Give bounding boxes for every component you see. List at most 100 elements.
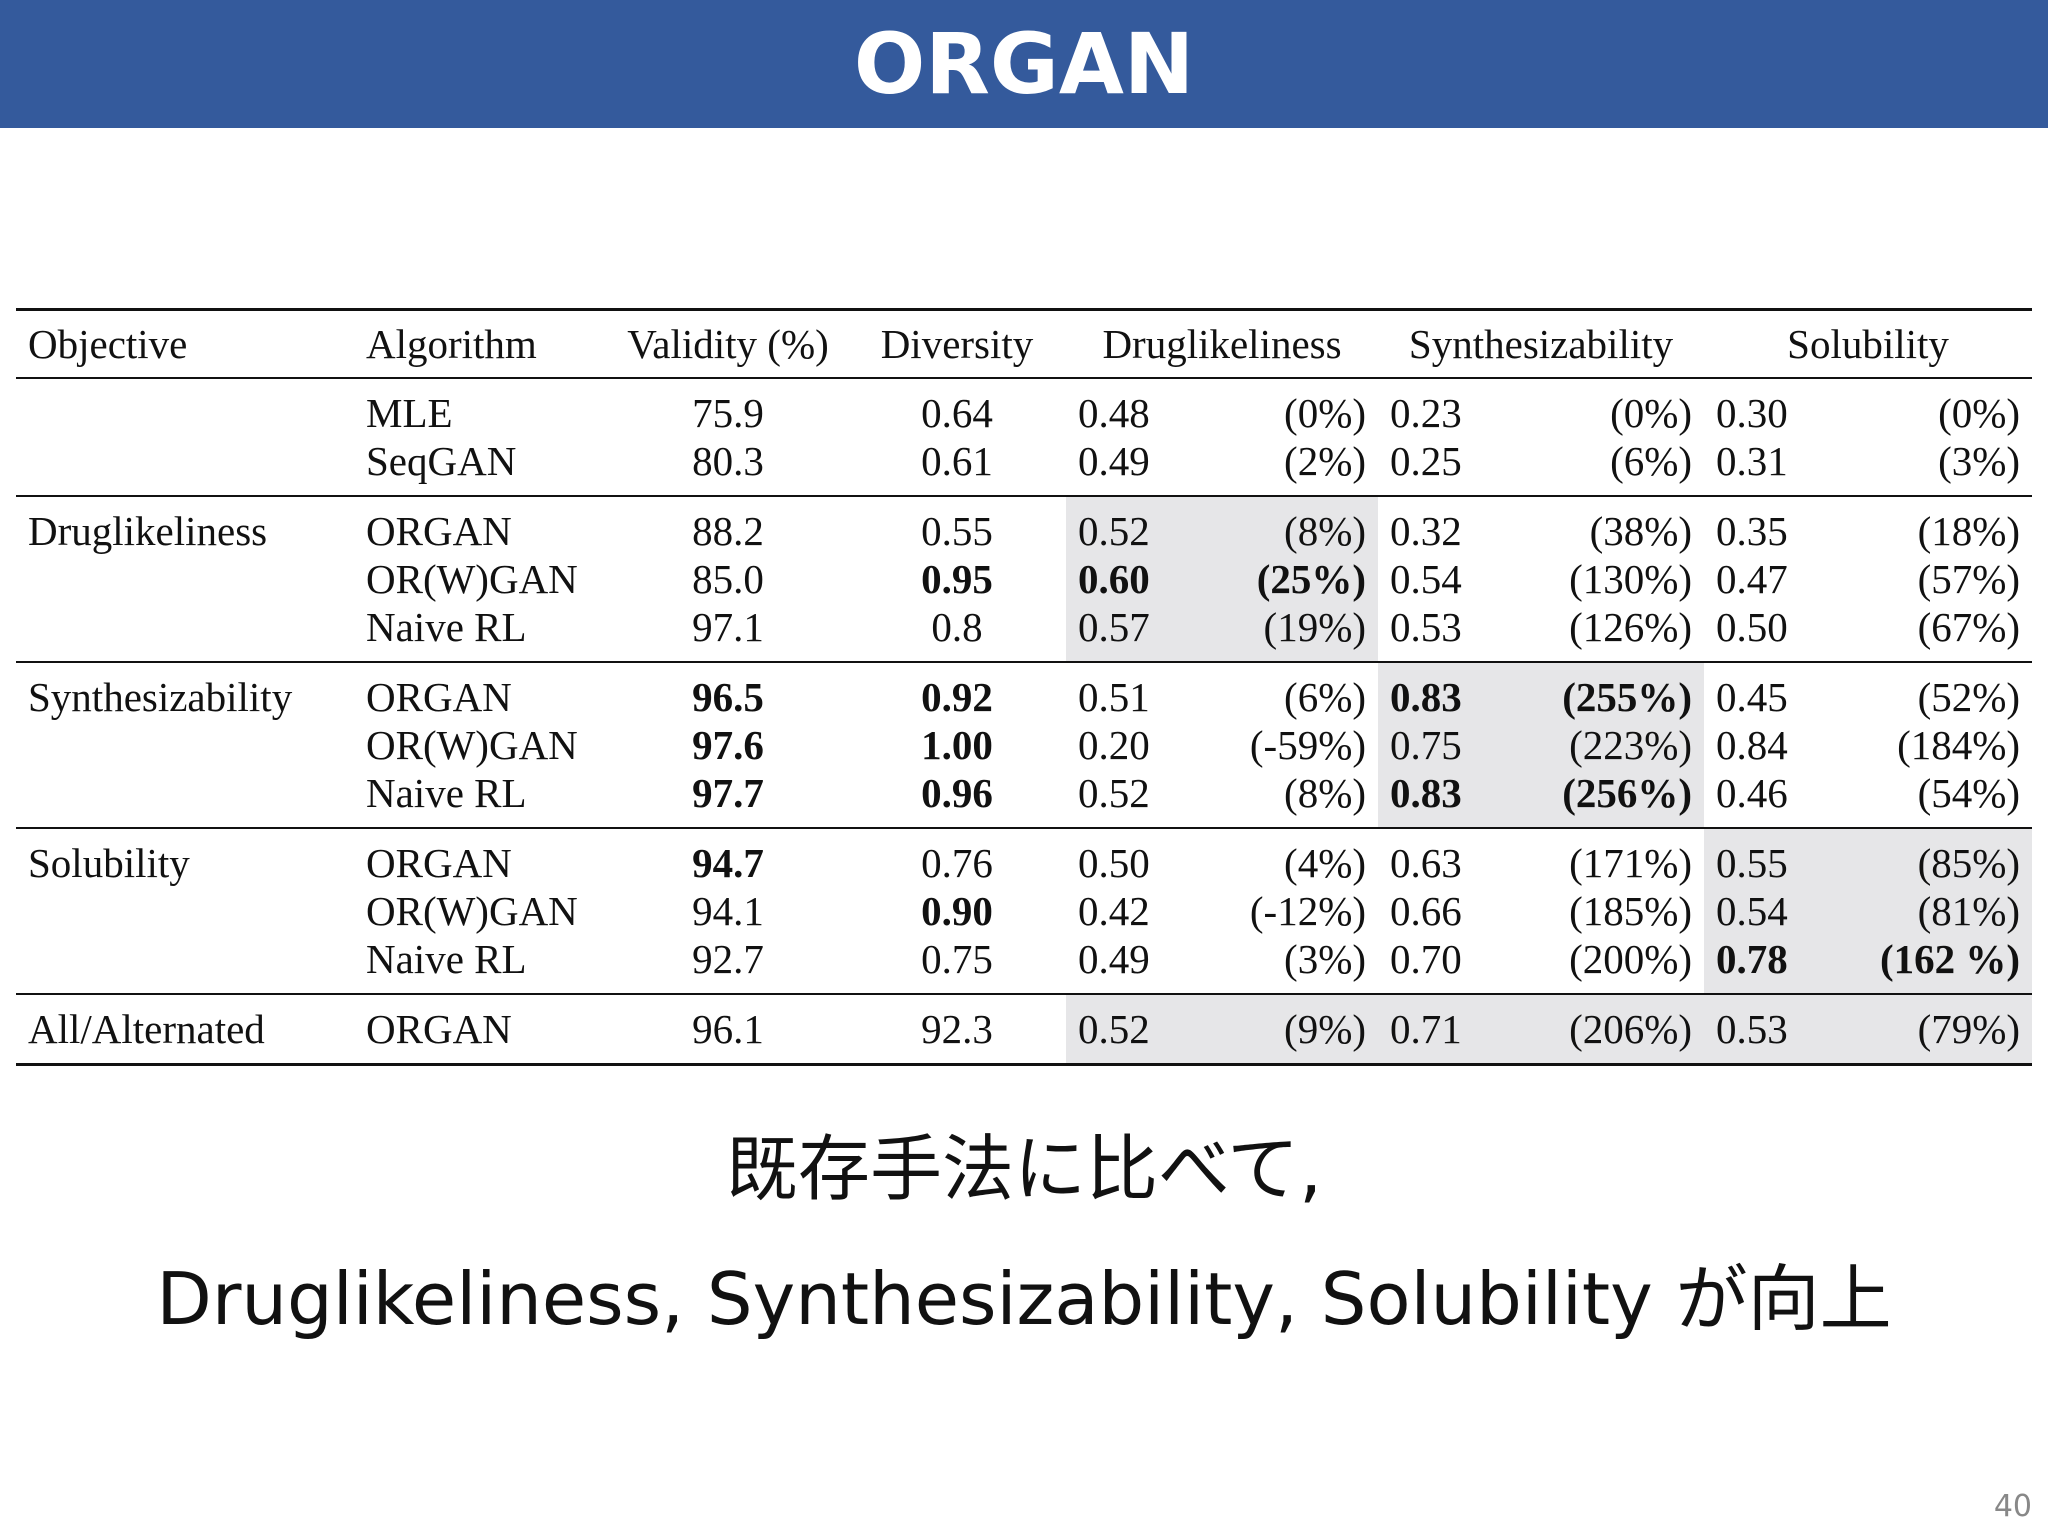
validity-cell: 88.2 (692, 507, 764, 554)
solubility-percent: (79%) (1842, 993, 2033, 1064)
solubility-value: 0.78 (1704, 934, 1843, 994)
druglikeliness-value: 0.48 (1078, 389, 1150, 436)
objective-cell (16, 378, 354, 437)
druglikeliness-percent: (25%) (1212, 554, 1379, 603)
header-row: Objective Algorithm Validity (%) Diversi… (16, 308, 2033, 379)
solubility-value: 0.30 (1716, 389, 1788, 436)
synthesizability-value: 0.83 (1378, 768, 1525, 828)
slide-title: ORGAN (853, 15, 1195, 113)
header-validity: Validity (%) (608, 308, 848, 379)
solubility-value: 0.53 (1704, 993, 1843, 1064)
objective-cell: Synthesizability (28, 673, 293, 720)
druglikeliness-value: 0.51 (1078, 673, 1150, 720)
results-table: Objective Algorithm Validity (%) Diversi… (16, 308, 2033, 1066)
diversity-cell: 0.61 (921, 437, 993, 484)
algorithm-cell: SeqGAN (366, 437, 517, 484)
header-solubility: Solubility (1704, 308, 2033, 379)
validity-cell: 80.3 (692, 437, 764, 484)
druglikeliness-value: 0.50 (1078, 839, 1150, 886)
synthesizability-value: 0.83 (1378, 661, 1525, 721)
objective-cell (16, 769, 354, 828)
table-row: Naive RL 92.7 0.75 0.49 (3%) 0.70 (200%)… (16, 934, 2033, 994)
solubility-percent: (52%) (1917, 673, 2021, 720)
druglikeliness-percent: (3%) (1284, 935, 1367, 982)
druglikeliness-percent: (-59%) (1249, 721, 1367, 768)
solubility-value: 0.31 (1716, 437, 1788, 484)
druglikeliness-percent: (2%) (1284, 437, 1367, 484)
objective-cell (16, 555, 354, 603)
synthesizability-value: 0.63 (1390, 839, 1462, 886)
header-objective: Objective (16, 308, 354, 379)
header-algorithm: Algorithm (354, 308, 608, 379)
solubility-value: 0.84 (1716, 721, 1788, 768)
header-diversity: Diversity (848, 308, 1066, 379)
synthesizability-percent: (126%) (1569, 603, 1693, 650)
validity-cell: 96.1 (692, 1005, 764, 1052)
solubility-percent: (85%) (1842, 827, 2033, 887)
solubility-percent: (67%) (1917, 603, 2021, 650)
algorithm-cell: OR(W)GAN (366, 887, 578, 934)
druglikeliness-percent: (9%) (1212, 993, 1379, 1064)
solubility-value: 0.46 (1716, 769, 1788, 816)
druglikeliness-percent: (6%) (1284, 673, 1367, 720)
synthesizability-value: 0.54 (1390, 555, 1462, 602)
table-row: SeqGAN 80.3 0.61 0.49 (2%) 0.25 (6%) 0.3… (16, 437, 2032, 496)
solubility-value: 0.45 (1716, 673, 1788, 720)
objective-cell (16, 887, 354, 935)
algorithm-cell: ORGAN (366, 1005, 512, 1052)
solubility-value: 0.35 (1716, 507, 1788, 554)
validity-cell: 75.9 (692, 389, 764, 436)
solubility-percent: (3%) (1938, 437, 2021, 484)
title-bar (0, 0, 2048, 128)
druglikeliness-percent: (0%) (1284, 389, 1367, 436)
table-row: All/Alternated ORGAN 96.1 92.3 0.52 (9%)… (16, 993, 2033, 1064)
table-row: Solubility ORGAN 94.7 0.76 0.50 (4%) 0.6… (16, 827, 2033, 887)
table-row: Naive RL 97.7 0.96 0.52 (8%) 0.83 (256%)… (16, 768, 2032, 828)
druglikeliness-value: 0.52 (1066, 993, 1212, 1064)
druglikeliness-percent: (8%) (1284, 769, 1367, 816)
results-table-container: Objective Algorithm Validity (%) Diversi… (16, 308, 2033, 1064)
solubility-value: 0.55 (1704, 827, 1843, 887)
diversity-cell: 0.96 (921, 769, 993, 816)
header-druglikeliness: Druglikeliness (1066, 308, 1379, 379)
algorithm-cell: Naive RL (366, 603, 527, 650)
druglikeliness-value: 0.57 (1066, 602, 1212, 662)
table-row: OR(W)GAN 94.1 0.90 0.42 (-12%) 0.66 (185… (16, 886, 2033, 935)
page-number: 40 (1993, 1489, 2032, 1524)
synthesizability-percent: (255%) (1524, 661, 1705, 721)
objective-cell (16, 721, 354, 769)
solubility-percent: (162 %) (1842, 934, 2033, 994)
druglikeliness-percent: (8%) (1212, 495, 1379, 555)
algorithm-cell: Naive RL (366, 769, 527, 816)
solubility-value: 0.54 (1704, 886, 1843, 935)
diversity-cell: 0.92 (921, 673, 993, 720)
synthesizability-percent: (38%) (1589, 507, 1693, 554)
synthesizability-value: 0.70 (1390, 935, 1462, 982)
diversity-cell: 0.75 (921, 935, 993, 982)
solubility-percent: (57%) (1917, 555, 2021, 602)
objective-cell (16, 437, 354, 496)
diversity-cell: 92.3 (921, 1005, 993, 1052)
diversity-cell: 0.55 (921, 507, 993, 554)
synthesizability-percent: (0%) (1610, 389, 1693, 436)
objective-cell: All/Alternated (28, 1005, 265, 1052)
druglikeliness-value: 0.20 (1078, 721, 1150, 768)
synthesizability-percent: (171%) (1569, 839, 1693, 886)
druglikeliness-percent: (4%) (1284, 839, 1367, 886)
validity-cell: 94.1 (692, 887, 764, 934)
synthesizability-percent: (256%) (1524, 768, 1705, 828)
synthesizability-percent: (200%) (1569, 935, 1693, 982)
diversity-cell: 0.64 (921, 389, 993, 436)
synthesizability-percent: (6%) (1610, 437, 1693, 484)
validity-cell: 96.5 (692, 673, 764, 720)
objective-cell: Solubility (28, 839, 190, 886)
solubility-percent: (54%) (1917, 769, 2021, 816)
druglikeliness-value: 0.42 (1078, 887, 1150, 934)
algorithm-cell: Naive RL (366, 935, 527, 982)
algorithm-cell: MLE (366, 389, 453, 436)
solubility-percent: (184%) (1897, 721, 2021, 768)
synthesizability-value: 0.71 (1378, 993, 1525, 1064)
druglikeliness-percent: (-12%) (1249, 887, 1367, 934)
table-row: OR(W)GAN 85.0 0.95 0.60 (25%) 0.54 (130%… (16, 554, 2032, 603)
diversity-cell: 0.8 (931, 603, 983, 650)
